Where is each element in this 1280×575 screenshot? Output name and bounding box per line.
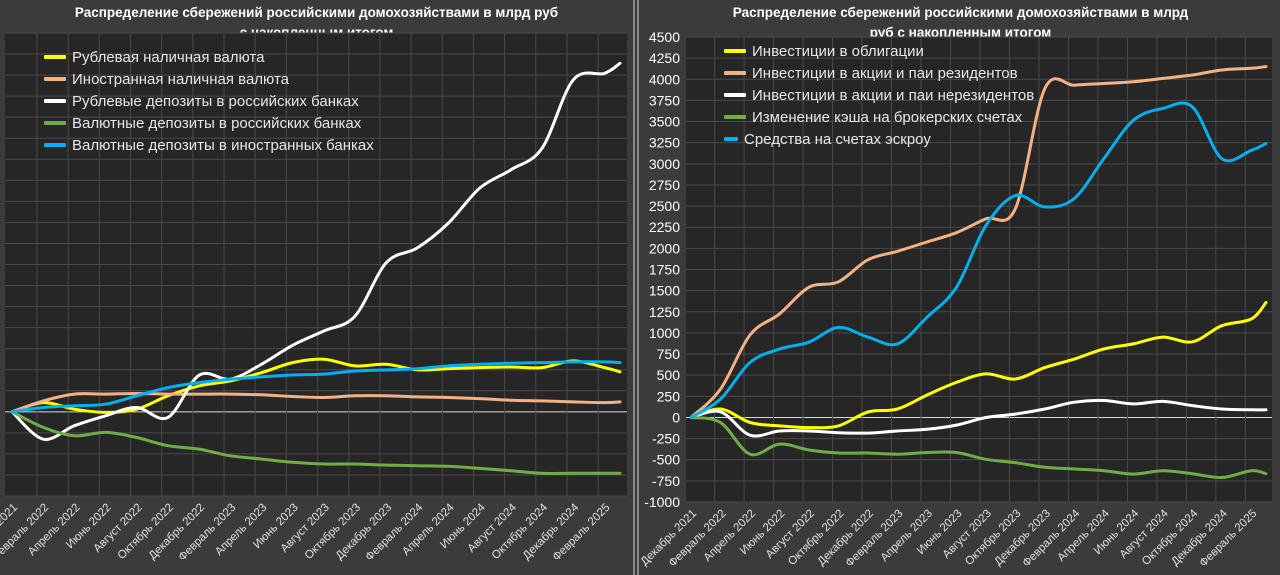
legend-swatch [44, 55, 66, 59]
legend-item: Инвестиции в акции и паи резидентов [724, 62, 1034, 84]
y-tick-label: 0 [672, 409, 680, 425]
legend-item: Инвестиции в облигации [724, 40, 1034, 62]
y-tick-label: 250 [657, 388, 681, 404]
series-line-2 [10, 392, 622, 414]
left-title-line-1: Распределение сбережений российскими дом… [74, 5, 559, 20]
legend-label: Инвестиции в облигации [752, 42, 924, 60]
series-line-1 [689, 301, 1268, 430]
x-tick-label: Декабрь 2022 [147, 502, 208, 563]
legend-label: Иностранная наличная валюта [72, 70, 290, 88]
legend-label: Инвестиции в акции и паи нерезидентов [752, 86, 1035, 104]
y-tick-label: 1750 [649, 262, 680, 278]
series-line-5 [10, 360, 622, 414]
y-tick-label: 4250 [649, 50, 680, 66]
y-tick-label: -250 [652, 431, 680, 447]
legend-label: Изменение кэша на брокерских счетах [752, 108, 1023, 126]
y-tick-label: 1500 [649, 283, 680, 299]
right-title-line-1: Распределение сбережений российскими дом… [732, 5, 1189, 20]
left-legend: Рублевая наличная валюта Иностранная нал… [44, 46, 374, 156]
series-line-5 [689, 101, 1268, 419]
y-tick-label: 1250 [649, 304, 680, 320]
legend-item: Средства на счетах эскроу [724, 128, 1034, 150]
y-tick-label: -750 [652, 473, 680, 489]
y-tick-label: 3000 [649, 156, 680, 172]
legend-item: Изменение кэша на брокерских счетах [724, 106, 1034, 128]
legend-label: Инвестиции в акции и паи резидентов [752, 64, 1018, 82]
y-tick-label: -1000 [644, 494, 680, 510]
y-tick-label: 1000 [649, 325, 680, 341]
legend-label: Валютные депозиты в иностранных банках [72, 136, 374, 154]
legend-swatch [724, 93, 746, 97]
legend-label: Рублевые депозиты в российских банках [72, 92, 359, 110]
legend-swatch [44, 99, 66, 103]
legend-item: Валютные депозиты в российских банках [44, 112, 374, 134]
legend-swatch [724, 137, 738, 141]
legend-swatch [44, 143, 66, 147]
y-tick-label: 500 [657, 367, 681, 383]
series-line-3 [689, 398, 1268, 438]
x-tick-label: Февраль 2025 [551, 502, 613, 564]
legend-label: Рублевая наличная валюта [72, 48, 265, 66]
legend-swatch [724, 71, 746, 75]
legend-swatch [724, 115, 746, 119]
legend-label: Средства на счетах эскроу [744, 130, 931, 148]
legend-swatch [44, 121, 66, 125]
series-line-4 [689, 416, 1268, 480]
legend-swatch [724, 49, 746, 53]
legend-item: Валютные депозиты в иностранных банках [44, 134, 374, 156]
right-legend: Инвестиции в облигации Инвестиции в акци… [724, 40, 1034, 150]
y-tick-label: 4000 [649, 71, 680, 87]
series-line-3 [10, 61, 622, 441]
legend-item: Инвестиции в акции и паи нерезидентов [724, 84, 1034, 106]
y-tick-label: -500 [652, 452, 680, 468]
legend-item: Иностранная наличная валюта [44, 68, 374, 90]
series-line-4 [10, 410, 622, 475]
y-tick-label: 3250 [649, 135, 680, 151]
legend-item: Рублевые депозиты в российских банках [44, 90, 374, 112]
y-tick-label: 4500 [649, 29, 680, 45]
legend-item: Рублевая наличная валюта [44, 46, 374, 68]
x-tick-label: Октябрь 2023 [303, 502, 363, 562]
y-tick-label: 2250 [649, 219, 680, 235]
x-tick-label: Октябрь 2024 [490, 501, 551, 562]
y-tick-label: 750 [657, 346, 681, 362]
y-tick-label: 2750 [649, 177, 680, 193]
right-title-line-2: руб с накопленным итогом [869, 25, 1052, 40]
y-tick-label: 3750 [649, 92, 680, 108]
legend-label: Валютные депозиты в российских банках [72, 114, 362, 132]
y-tick-label: 3500 [649, 114, 680, 130]
x-tick-label: Декабрь 2023 [334, 502, 395, 563]
y-tick-label: 2500 [649, 198, 680, 214]
legend-swatch [44, 77, 66, 81]
x-tick-label: Октябрь 2022 [116, 502, 176, 562]
right-chart-title: Распределение сбережений российскими дом… [639, 3, 1280, 43]
y-tick-label: 2000 [649, 240, 680, 256]
